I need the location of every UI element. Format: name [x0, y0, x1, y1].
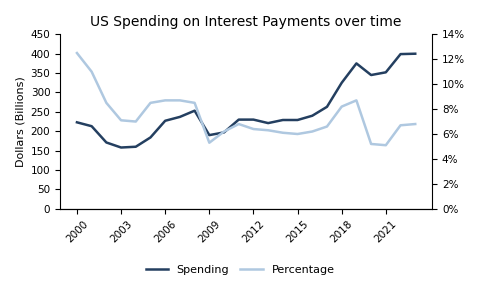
Spending	[310, 114, 315, 118]
Title: US Spending on Interest Payments over time: US Spending on Interest Payments over ti…	[90, 15, 402, 29]
Percentage	[206, 141, 212, 145]
Percentage	[177, 98, 183, 102]
Percentage	[280, 131, 286, 134]
Spending	[221, 131, 227, 134]
Percentage	[104, 101, 109, 105]
Spending	[89, 124, 95, 128]
Spending	[192, 109, 197, 112]
Spending	[148, 136, 154, 139]
Spending	[412, 52, 418, 56]
Percentage	[339, 105, 345, 108]
Spending	[206, 133, 212, 137]
Percentage	[265, 128, 271, 132]
Percentage	[221, 130, 227, 133]
Percentage	[310, 130, 315, 133]
Spending	[397, 52, 403, 56]
Spending	[118, 146, 124, 149]
Spending	[251, 118, 256, 121]
Percentage	[397, 124, 403, 127]
Y-axis label: Dollars (Billions): Dollars (Billions)	[15, 76, 25, 167]
Spending	[265, 121, 271, 125]
Spending	[162, 119, 168, 122]
Spending	[383, 71, 389, 74]
Spending	[133, 145, 139, 149]
Percentage	[162, 98, 168, 102]
Percentage	[89, 70, 95, 73]
Percentage	[251, 127, 256, 131]
Percentage	[74, 51, 80, 55]
Percentage	[133, 120, 139, 123]
Percentage	[192, 101, 197, 105]
Percentage	[236, 122, 241, 126]
Spending	[104, 141, 109, 144]
Spending	[295, 118, 300, 122]
Spending	[280, 118, 286, 122]
Percentage	[295, 132, 300, 136]
Spending	[236, 118, 241, 121]
Percentage	[118, 119, 124, 122]
Spending	[368, 73, 374, 77]
Line: Spending: Spending	[77, 54, 415, 147]
Percentage	[148, 101, 154, 105]
Legend: Spending, Percentage: Spending, Percentage	[141, 261, 339, 280]
Spending	[354, 62, 360, 65]
Line: Percentage: Percentage	[77, 53, 415, 145]
Spending	[74, 121, 80, 124]
Spending	[177, 115, 183, 119]
Percentage	[412, 122, 418, 126]
Percentage	[368, 142, 374, 146]
Percentage	[324, 125, 330, 128]
Spending	[324, 105, 330, 109]
Spending	[339, 81, 345, 84]
Percentage	[354, 98, 360, 102]
Percentage	[383, 143, 389, 147]
